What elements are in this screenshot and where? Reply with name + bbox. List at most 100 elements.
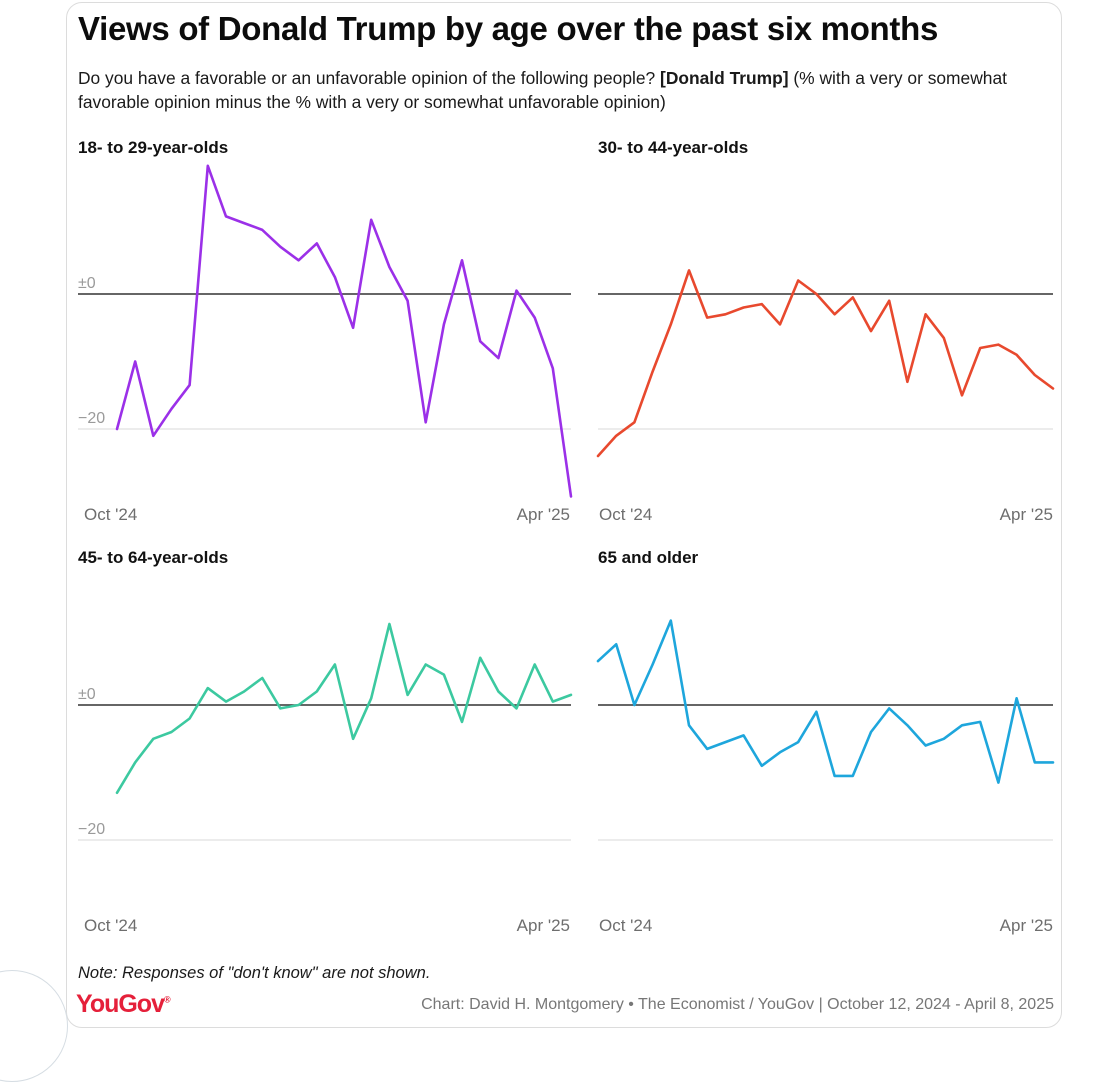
data-point <box>888 707 891 710</box>
data-point <box>116 792 119 795</box>
data-point <box>815 293 818 296</box>
data-point <box>1052 761 1055 764</box>
data-point <box>997 343 1000 346</box>
data-point <box>1015 354 1018 357</box>
subtitle-question: Do you have a favorable or an unfavorabl… <box>78 68 661 88</box>
data-point <box>279 246 282 249</box>
data-point <box>615 435 618 438</box>
yougov-logo-text: YouGov <box>76 990 165 1018</box>
data-point <box>906 381 909 384</box>
data-point <box>297 259 300 262</box>
data-point <box>670 323 673 326</box>
data-point <box>515 707 518 710</box>
data-point <box>461 721 464 724</box>
data-point <box>533 663 536 666</box>
data-point <box>497 357 500 360</box>
data-point <box>706 748 709 751</box>
data-point <box>1034 374 1037 377</box>
data-point <box>170 731 173 734</box>
panel-title: 45- to 64-year-olds <box>78 548 228 567</box>
data-point <box>1015 697 1018 700</box>
x-tick-label-end: Apr '25 <box>517 505 570 524</box>
y-tick-label: ±0 <box>78 686 96 703</box>
data-point <box>388 266 391 269</box>
data-point <box>134 360 137 363</box>
series-line <box>115 164 573 498</box>
data-point <box>461 259 464 262</box>
panel-title: 30- to 44-year-olds <box>598 138 748 157</box>
data-point <box>134 761 137 764</box>
footnote: Note: Responses of "don't know" are not … <box>78 964 431 982</box>
data-point <box>924 744 927 747</box>
data-point <box>797 279 800 282</box>
data-point <box>533 316 536 319</box>
data-point <box>924 313 927 316</box>
data-point <box>943 738 946 741</box>
data-point <box>888 300 891 303</box>
data-point <box>443 323 446 326</box>
data-point <box>761 765 764 768</box>
data-point <box>388 623 391 626</box>
data-point <box>651 663 654 666</box>
data-point <box>852 296 855 299</box>
data-point <box>724 313 727 316</box>
data-point <box>742 306 745 309</box>
data-point <box>424 421 427 424</box>
data-point <box>152 738 155 741</box>
data-point <box>497 690 500 693</box>
data-point <box>870 330 873 333</box>
data-point <box>188 717 191 720</box>
data-point <box>352 738 355 741</box>
data-point <box>833 775 836 778</box>
data-point <box>370 697 373 700</box>
yougov-logo: YouGov® <box>76 990 171 1019</box>
data-point <box>688 269 691 272</box>
x-tick-label-start: Oct '24 <box>84 505 137 524</box>
chart-subtitle: Do you have a favorable or an unfavorabl… <box>78 66 1053 114</box>
data-point <box>779 323 782 326</box>
data-point <box>633 421 636 424</box>
series-line <box>596 619 1055 784</box>
data-point <box>961 724 964 727</box>
data-point <box>352 327 355 330</box>
data-point <box>334 663 337 666</box>
data-point <box>225 215 228 218</box>
data-point <box>979 721 982 724</box>
x-tick-label-start: Oct '24 <box>599 505 652 524</box>
data-point <box>116 428 119 431</box>
data-point <box>243 222 246 225</box>
data-point <box>443 673 446 676</box>
subtitle-subject: [Donald Trump] <box>660 68 789 88</box>
series-line <box>115 622 573 795</box>
data-point <box>833 313 836 316</box>
data-point <box>943 337 946 340</box>
data-point <box>597 455 600 458</box>
data-point <box>424 663 427 666</box>
data-point <box>479 657 482 660</box>
data-point <box>633 704 636 707</box>
data-point <box>406 694 409 697</box>
data-point <box>779 751 782 754</box>
data-point <box>852 775 855 778</box>
data-point <box>243 690 246 693</box>
data-point <box>761 303 764 306</box>
chart-card <box>66 2 1062 1028</box>
source-credit: Chart: David H. Montgomery • The Economi… <box>421 996 1054 1013</box>
data-point <box>615 643 618 646</box>
data-point <box>334 276 337 279</box>
data-point <box>370 219 373 222</box>
data-point <box>261 229 264 232</box>
data-point <box>597 660 600 663</box>
data-point <box>906 724 909 727</box>
data-point <box>552 367 555 370</box>
subtitle-explanation: (% with a very or somewhat favorable opi… <box>78 68 1007 112</box>
data-point <box>870 731 873 734</box>
data-point <box>316 690 319 693</box>
data-point <box>152 435 155 438</box>
y-tick-label: ±0 <box>78 275 96 292</box>
data-point <box>724 741 727 744</box>
data-point <box>797 741 800 744</box>
data-point <box>997 781 1000 784</box>
y-tick-label: −20 <box>78 410 105 427</box>
x-tick-label-start: Oct '24 <box>84 916 137 935</box>
